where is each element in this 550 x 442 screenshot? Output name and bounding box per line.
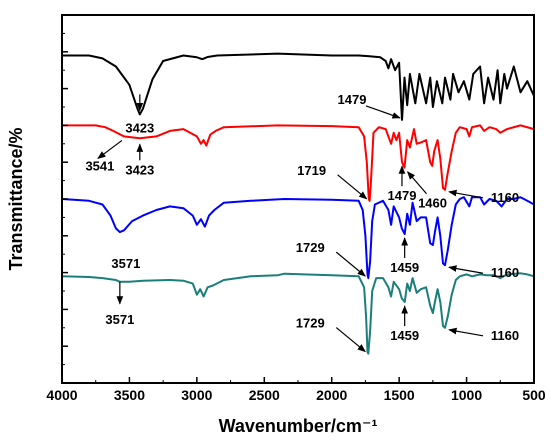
annotation-arrow [97, 139, 123, 159]
annotation-label: 1729 [296, 240, 325, 255]
annotation-label: 3423 [125, 162, 154, 177]
series-line-4 [61, 272, 535, 355]
annotation-label: 1719 [297, 163, 326, 178]
x-tick-label: 2000 [316, 387, 347, 403]
annotation-arrow [406, 171, 427, 195]
annotation-arrow [335, 327, 366, 353]
annotation-arrow [448, 327, 484, 337]
annotation-label: 1459 [390, 260, 419, 275]
series-line-2 [62, 124, 535, 202]
annotation-label: 1460 [418, 196, 447, 211]
y-axis [62, 32, 68, 366]
annotation-label: 3571 [111, 256, 140, 271]
annotation-label: 3423 [125, 120, 154, 135]
annotation-arrow [365, 105, 401, 119]
annotation-label: 1459 [390, 328, 419, 343]
annotation-arrow [448, 189, 484, 199]
x-tick-label: 1500 [384, 387, 415, 403]
x-tick-label: 500 [522, 387, 546, 403]
x-tick-label: 3000 [181, 387, 212, 403]
annotation-label: 1160 [491, 328, 519, 343]
x-tick-label: 2500 [249, 387, 280, 403]
annotation-label: 3541 [85, 158, 114, 173]
series-line-3 [61, 196, 535, 280]
x-tick-label: 1000 [451, 387, 482, 403]
annotation-label: 1729 [296, 316, 325, 331]
series-layer [61, 52, 535, 355]
annotation-arrow [337, 174, 368, 200]
x-axis-title: Wavenumber/cm⁻¹ [219, 416, 378, 436]
annotation-label: 3571 [105, 312, 134, 327]
annotation-label: 1479 [338, 92, 367, 107]
x-tick-label: 4000 [46, 387, 77, 403]
annotation-label: 1479 [388, 188, 417, 203]
y-axis-title: Transmittance/% [6, 127, 26, 270]
annotation-arrow [448, 265, 484, 274]
x-axis: 4000 3500 3000 2500 2000 1500 1000 500 [46, 377, 546, 403]
annotation-label: 1160 [491, 190, 519, 205]
series-line-1 [62, 52, 535, 121]
annotation-arrow [335, 251, 366, 277]
annotation-label: 1160 [491, 265, 519, 280]
x-tick-label: 3500 [114, 387, 145, 403]
